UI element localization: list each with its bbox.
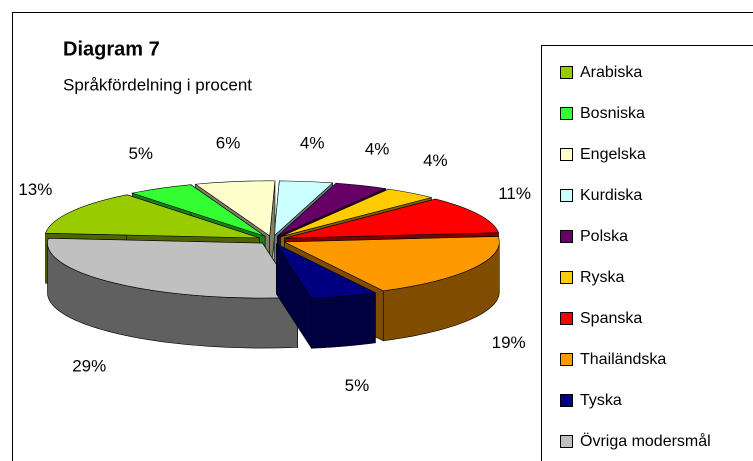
data-label: 19% — [492, 333, 526, 352]
legend-swatch — [560, 189, 573, 202]
legend-swatch — [560, 148, 573, 161]
data-label: 5% — [128, 144, 153, 163]
legend-label: Ryska — [580, 269, 625, 286]
legend-box — [541, 45, 753, 461]
slice-side — [311, 292, 376, 349]
data-label: 4% — [423, 151, 448, 170]
slice-top — [47, 237, 299, 299]
legend-swatch — [560, 312, 573, 325]
slice-top — [280, 188, 432, 237]
legend-swatch — [560, 271, 573, 284]
data-label: 4% — [365, 140, 390, 159]
slice — [275, 242, 377, 350]
slice-top — [277, 182, 387, 237]
legend-swatch — [560, 230, 573, 243]
legend-label: Thailändska — [580, 351, 666, 368]
data-label: 11% — [498, 184, 531, 203]
legend-label: Arabiska — [580, 64, 642, 81]
slice-top — [284, 198, 499, 239]
legend-swatch — [560, 107, 573, 120]
chart-subtitle: Språkfördelning i procent — [63, 75, 252, 94]
legend-swatch — [560, 66, 573, 79]
legend-label: Övriga modersmål — [580, 432, 711, 450]
slice-top — [45, 194, 260, 239]
legend-label: Kurdiska — [580, 187, 642, 204]
data-label: 29% — [72, 356, 106, 375]
slice-top — [131, 184, 266, 237]
data-label: 13% — [18, 180, 52, 199]
slice-top — [284, 236, 500, 292]
data-label: 6% — [216, 134, 241, 153]
legend-label: Polska — [580, 228, 628, 245]
data-label: 4% — [300, 133, 325, 152]
chart-title: Diagram 7 — [63, 38, 160, 60]
legend-swatch — [560, 394, 573, 407]
slice-top — [194, 180, 276, 237]
slice-top — [275, 243, 377, 299]
slice-top — [273, 180, 334, 237]
data-label: 5% — [345, 376, 370, 395]
slice — [47, 237, 299, 349]
legend-label: Spanska — [580, 310, 642, 327]
legend-label: Engelska — [580, 146, 646, 163]
legend-swatch — [560, 353, 573, 366]
legend-label: Tyska — [580, 392, 622, 409]
legend-label: Bosniska — [580, 105, 645, 122]
legend-swatch — [560, 435, 573, 448]
